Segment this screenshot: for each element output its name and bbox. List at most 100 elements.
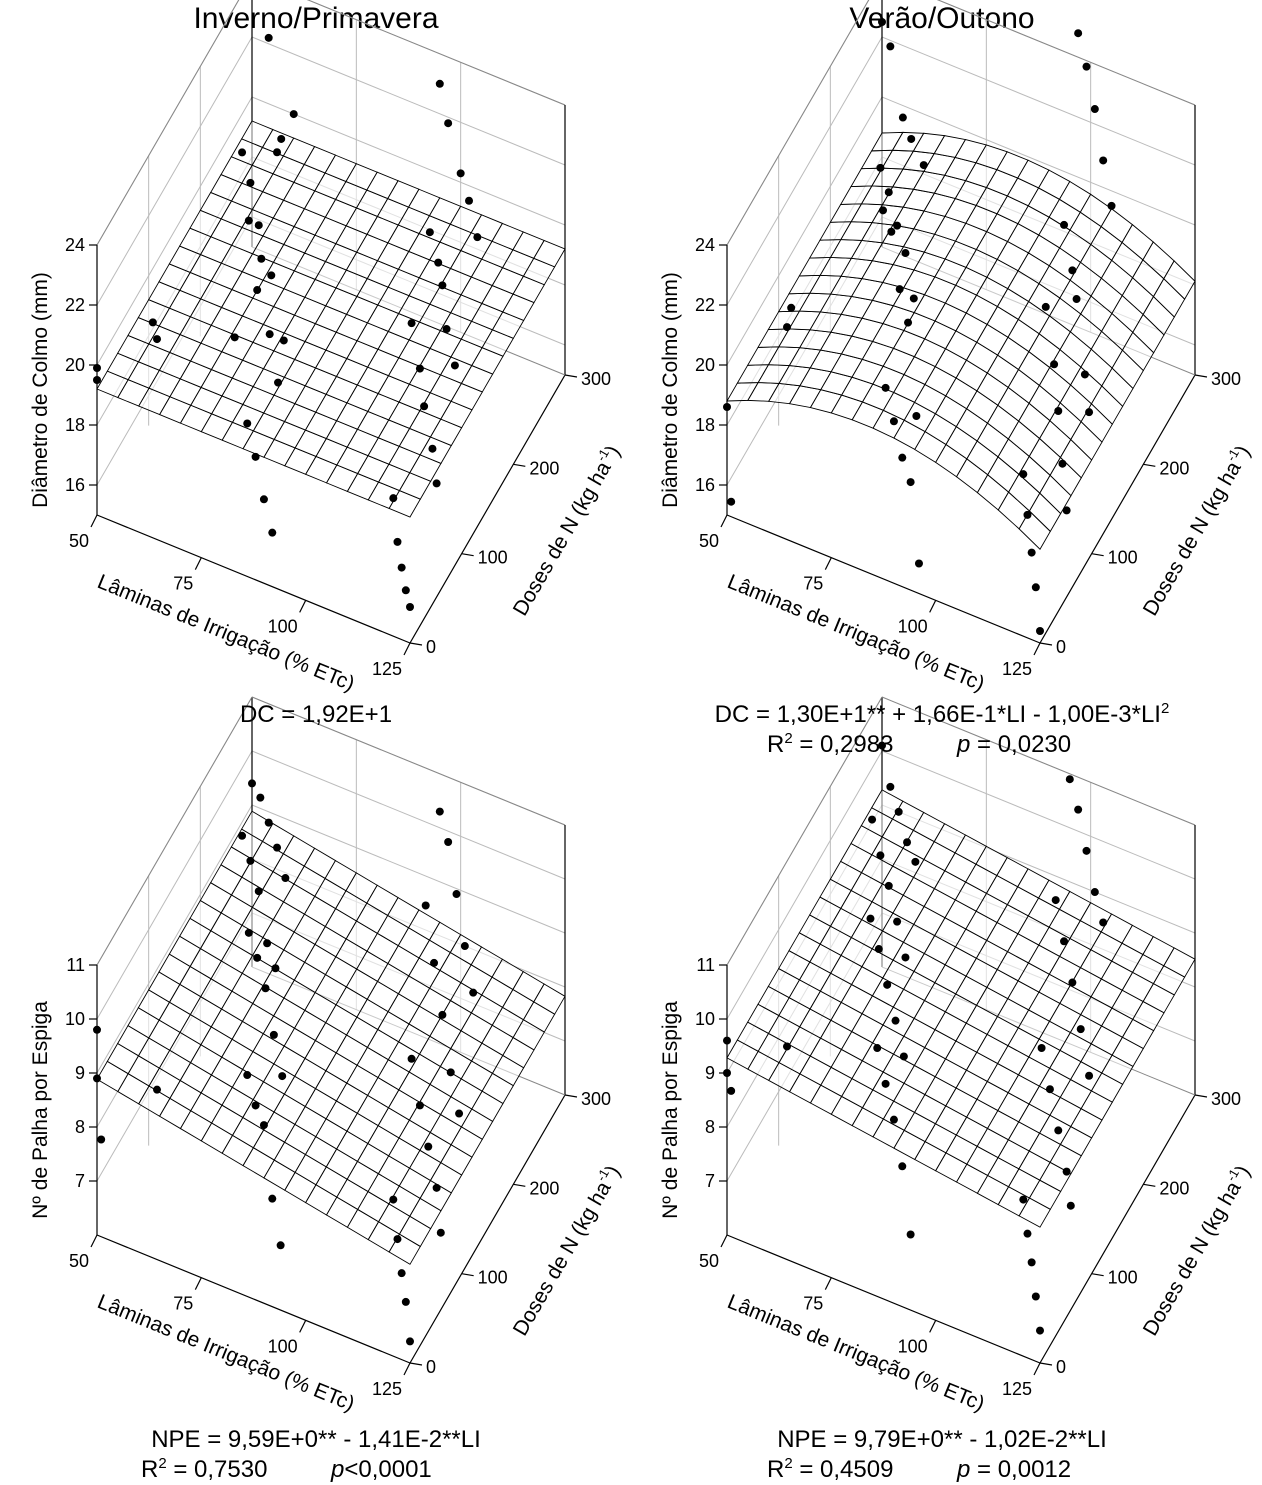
- x-tick: [1033, 1362, 1041, 1376]
- x-tick: [90, 514, 98, 528]
- data-point: [93, 376, 101, 384]
- data-point: [438, 281, 447, 290]
- data-point: [273, 843, 282, 852]
- x-tick: [1033, 642, 1041, 656]
- data-point: [1027, 548, 1036, 557]
- z-tick-label: 7: [75, 1171, 85, 1191]
- x-axis-line: [726, 514, 1041, 644]
- chart-svg: 16 18 20 22 24 50 75 100 125 0 100 200 300 Diâmetro d…: [29, 0, 625, 696]
- x-tick: [824, 1277, 832, 1290]
- data-point: [253, 953, 262, 962]
- data-point: [1090, 888, 1099, 897]
- z-axis-label: Nº de Palha por Espiga: [29, 1001, 52, 1219]
- data-point: [93, 364, 101, 372]
- data-point: [906, 478, 915, 487]
- data-point: [878, 741, 886, 750]
- data-point: [435, 807, 444, 816]
- fitted-surface: [96, 810, 566, 1265]
- z-axis-label: Diâmetro de Colmo (mm): [29, 272, 52, 508]
- y-axis-line: [1039, 1094, 1196, 1364]
- chart-panel-npe-winter: 7 8 9 10 11 50 75 100 125 0 100 200 300 Nº de Palha p…: [0, 696, 630, 1480]
- fitted-surface: [96, 120, 566, 518]
- data-point: [281, 874, 290, 883]
- data-point: [406, 603, 414, 611]
- data-point: [277, 134, 286, 143]
- x-tick: [929, 600, 937, 613]
- y-axis-line: [1039, 374, 1196, 644]
- data-point: [407, 1054, 416, 1063]
- data-point: [876, 851, 885, 860]
- data-point: [901, 953, 910, 962]
- data-point: [1085, 408, 1094, 417]
- data-point: [1037, 1043, 1046, 1052]
- data-point: [289, 110, 298, 119]
- chart-svg: 7 8 9 10 11 50 75 100 125 0 100 200 300 Nº de Palha p…: [29, 696, 625, 1416]
- data-point: [1082, 62, 1091, 71]
- data-point: [886, 782, 895, 791]
- data-point: [868, 815, 877, 824]
- axis-line: [881, 696, 1196, 826]
- data-point: [267, 271, 276, 280]
- x-tick-label: 75: [173, 574, 193, 594]
- data-point: [893, 917, 902, 926]
- equation-block-npe-summer: NPE = 9,79E+0** - 1,02E-2**LI R2 = 0,450…: [642, 1425, 1242, 1485]
- p-value: p = 0,0012: [957, 1456, 1072, 1483]
- data-point: [723, 403, 731, 411]
- surface-cell: [1163, 947, 1196, 978]
- x-tick-label: 125: [1002, 1379, 1032, 1399]
- data-point: [727, 1086, 736, 1095]
- data-point: [727, 497, 736, 506]
- data-point: [1051, 896, 1060, 905]
- data-point: [263, 939, 272, 948]
- data-point: [889, 417, 898, 426]
- data-point: [898, 453, 907, 462]
- data-point: [421, 901, 430, 910]
- z-axis-label: Diâmetro de Colmo (mm): [659, 272, 682, 508]
- data-point: [148, 318, 157, 327]
- data-point: [389, 494, 398, 503]
- y-tick-label: 100: [478, 548, 508, 568]
- y-tick: [1143, 1183, 1156, 1187]
- z-tick-label: 16: [65, 475, 85, 495]
- grid-line: [251, 804, 566, 934]
- data-point: [1074, 29, 1083, 38]
- data-point: [438, 1010, 447, 1019]
- data-point: [906, 1230, 915, 1239]
- y-tick-label: 200: [529, 1178, 559, 1198]
- grid-line: [726, 96, 883, 366]
- z-tick-label: 20: [65, 355, 85, 375]
- data-point: [401, 586, 410, 595]
- data-point: [406, 1337, 414, 1346]
- y-tick: [409, 1362, 423, 1366]
- data-point: [455, 1109, 464, 1118]
- data-point: [251, 1101, 260, 1110]
- data-point: [893, 221, 902, 230]
- axis-line: [306, 0, 566, 106]
- grid-line: [726, 750, 883, 1020]
- data-point: [274, 378, 283, 387]
- x-tick-label: 100: [898, 616, 928, 636]
- data-point: [1027, 1258, 1036, 1267]
- equation: DC = 1,30E+1** + 1,66E-1*LI - 1,00E-3*LI…: [714, 700, 1170, 728]
- x-tick: [824, 557, 832, 570]
- y-axis-label: Doses de N (kg ha-1): [506, 1160, 625, 1340]
- x-tick-label: 125: [372, 659, 402, 679]
- z-tick-label: 8: [75, 1117, 85, 1137]
- grid-line: [881, 750, 1196, 880]
- data-point: [460, 942, 469, 951]
- grid-line: [96, 750, 253, 1020]
- data-point: [393, 537, 402, 546]
- z-tick-label: 10: [65, 1009, 85, 1029]
- data-point: [265, 330, 274, 339]
- y-tick-label: 300: [1211, 369, 1241, 389]
- data-point: [879, 206, 887, 215]
- data-point: [93, 1074, 101, 1083]
- z-tick-label: 24: [65, 235, 85, 255]
- grid-line: [251, 36, 566, 166]
- chart-svg: 7 8 9 10 11 50 75 100 125 0 100 200 300 Nº de Palha p…: [659, 696, 1255, 1416]
- data-point: [1074, 805, 1083, 814]
- x-tick-label: 75: [803, 1294, 823, 1314]
- x-tick-label: 50: [699, 531, 719, 551]
- data-point: [1068, 266, 1077, 275]
- data-point: [1068, 978, 1077, 987]
